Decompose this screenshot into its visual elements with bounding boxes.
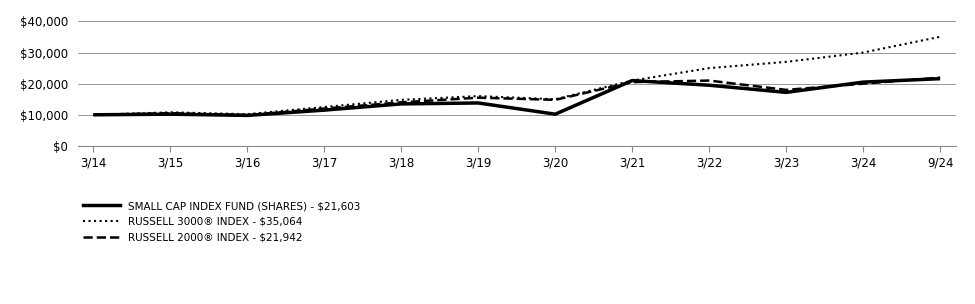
Legend: SMALL CAP INDEX FUND (SHARES) - $21,603, RUSSELL 3000® INDEX - $35,064, RUSSELL : SMALL CAP INDEX FUND (SHARES) - $21,603,… bbox=[83, 201, 361, 243]
